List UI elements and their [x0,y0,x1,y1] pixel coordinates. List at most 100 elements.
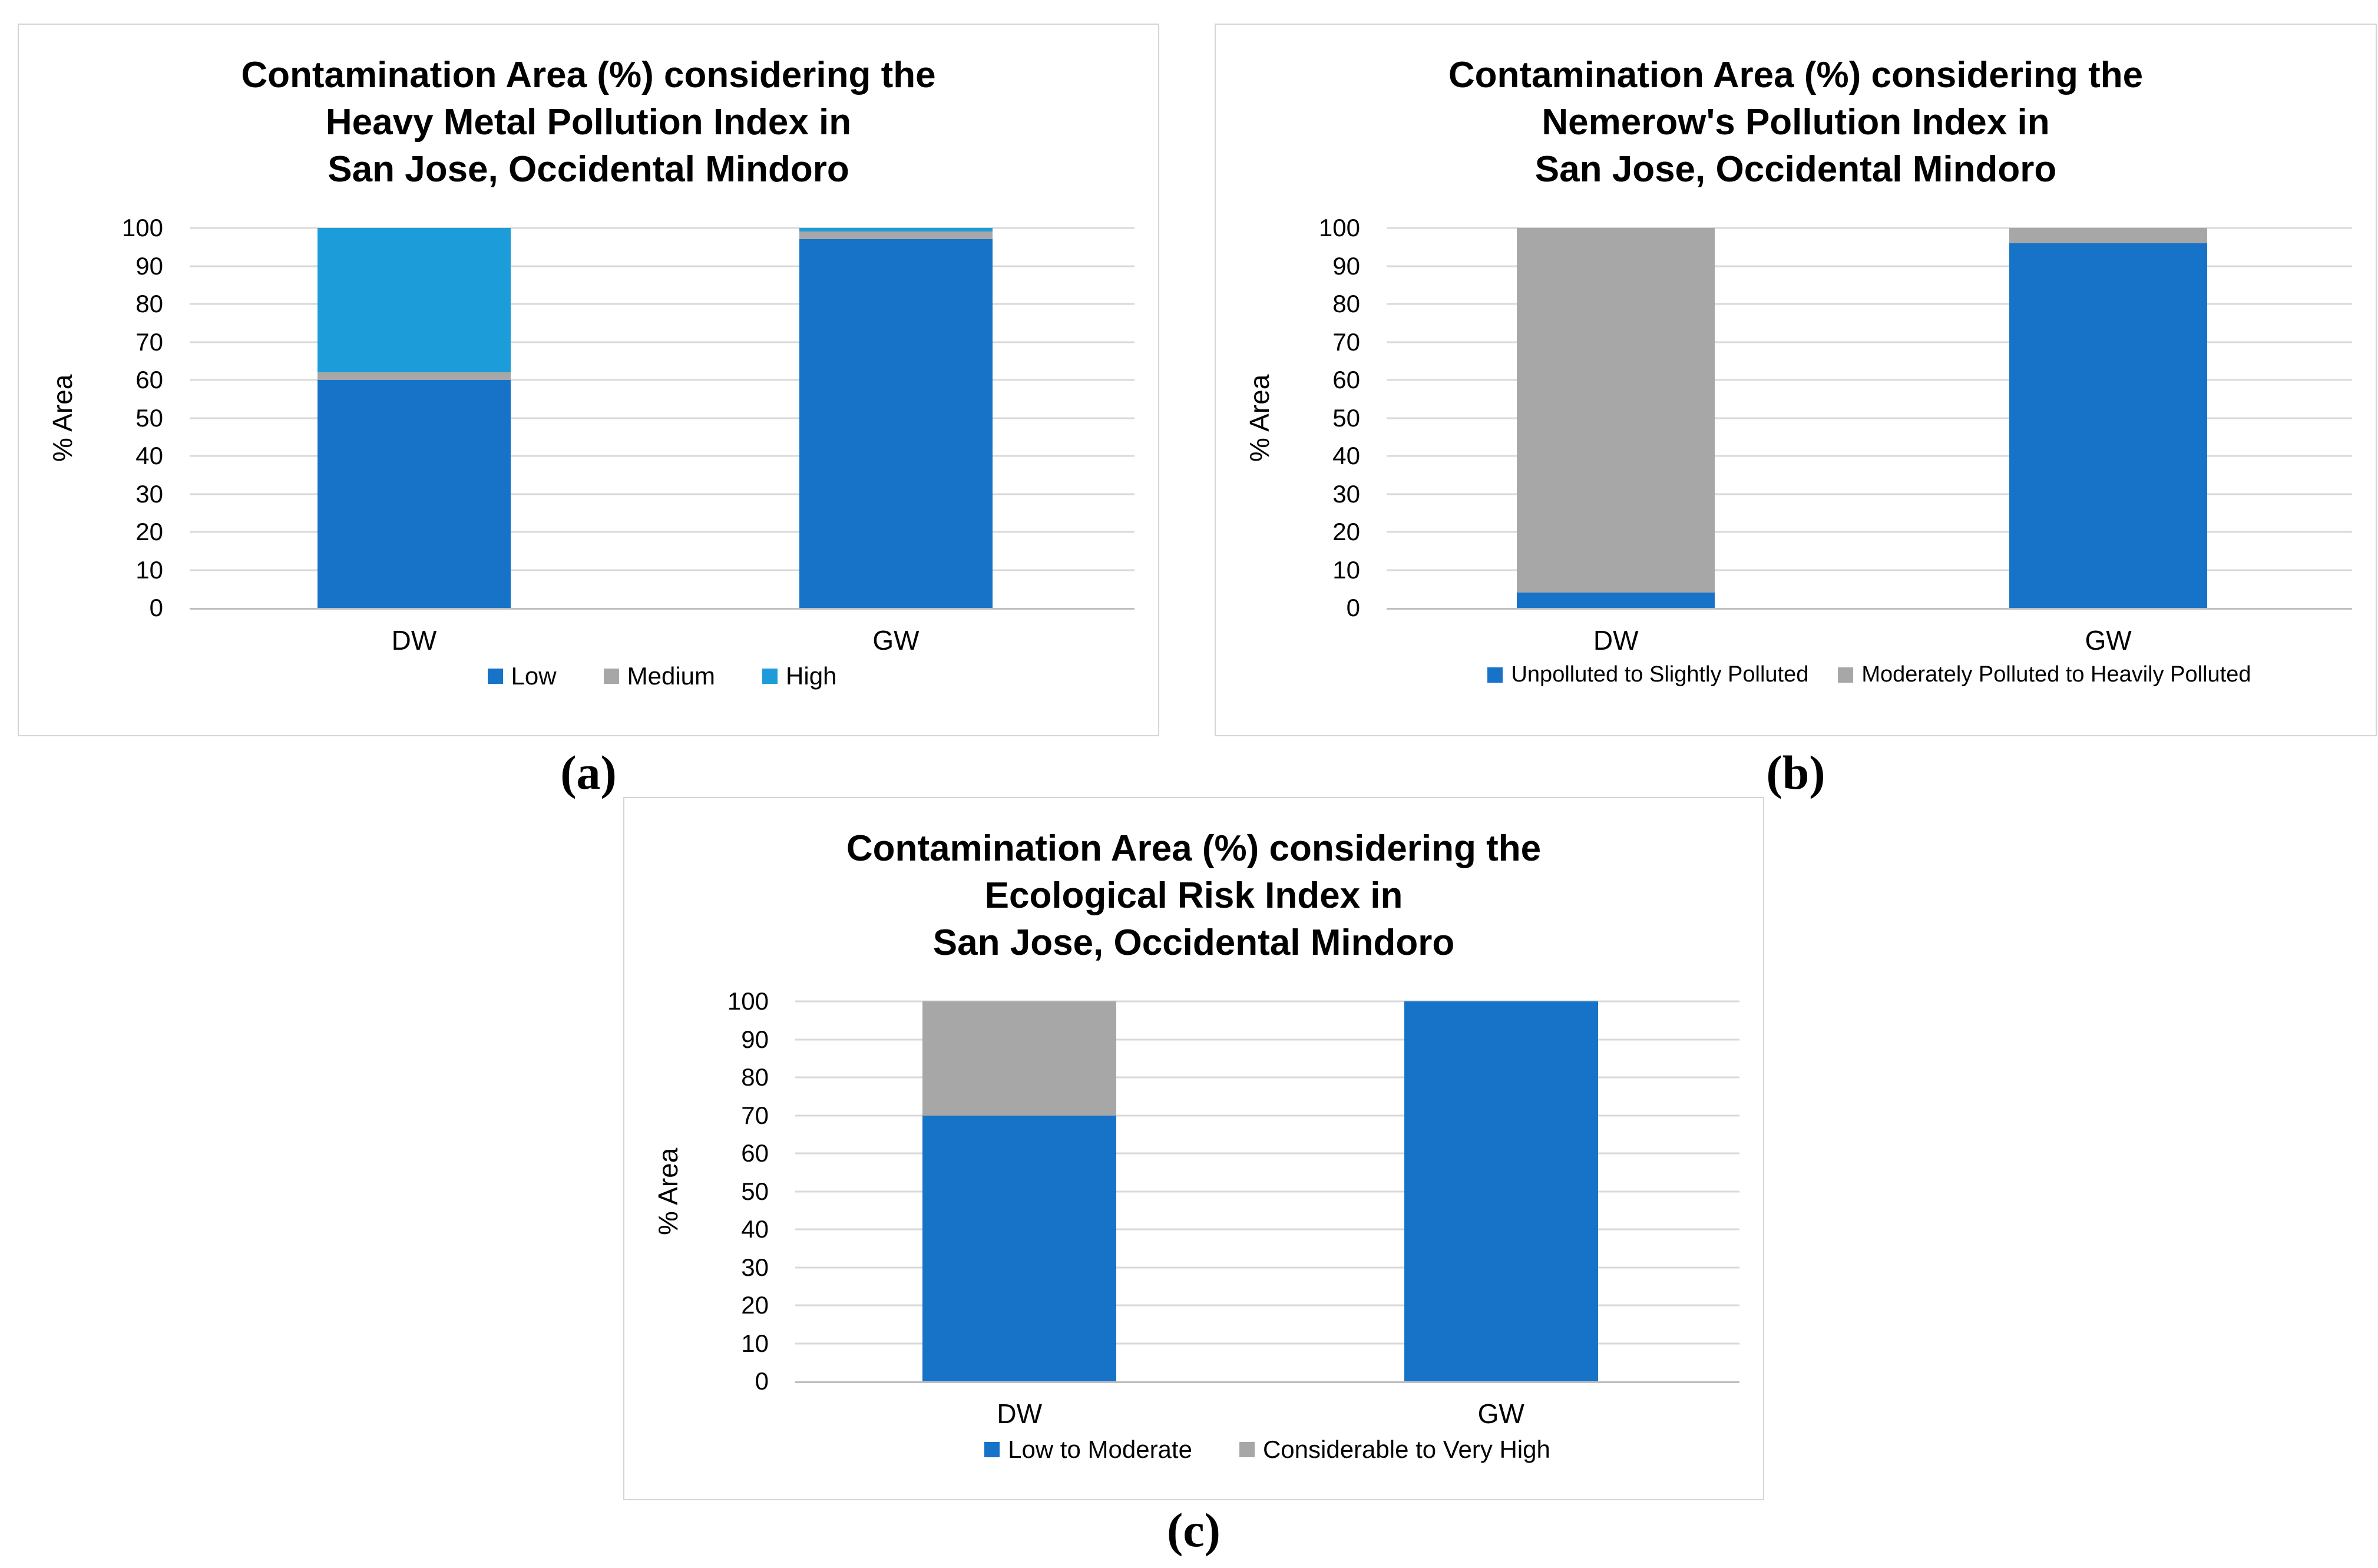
gridline [1387,531,2352,533]
y-tick-label: 40 [1332,442,1360,469]
plot-area: DW GW [795,1000,1739,1429]
gridline [1387,493,2352,495]
chart-title: Contamination Area (%) considering the H… [241,55,936,190]
y-tick-label: 30 [741,1253,769,1281]
y-tick-label: 40 [741,1215,769,1243]
chart-panel-heavy-metal-pollution-index: Contamination Area (%) considering the H… [18,24,1159,736]
gridline [795,1190,1739,1192]
chart-panel-ecological-risk-index: Contamination Area (%) considering the E… [623,797,1764,1500]
stacked-bar-gw [1404,1001,1598,1381]
y-tick-label: 60 [135,366,163,393]
chart-title: Contamination Area (%) considering the E… [846,828,1542,963]
gridline [1387,303,2352,305]
x-category-label: GW [1477,1398,1524,1429]
x-category-label: DW [391,625,437,656]
gridline [795,1228,1739,1230]
chart-legend: Unpolluted to Slightly Polluted Moderatel… [1387,662,2352,687]
gridline [190,303,1135,305]
y-tick-label: 50 [1332,403,1360,432]
gridline [190,265,1135,267]
legend-swatch [1838,667,1854,683]
y-tick-label: 10 [135,555,163,584]
y-axis-tick-labels: 0 10 20 30 40 50 60 70 80 90 100 [1216,214,1360,621]
y-tick-label: 20 [1332,518,1360,545]
gridline [190,455,1135,457]
legend-swatch [487,669,503,684]
chart-legend: Low Medium High [190,662,1135,690]
bar-segment [317,372,511,380]
x-category-label: DW [997,1398,1043,1429]
gridline [795,1000,1739,1003]
plot-area: DW GW [190,227,1135,656]
gridline [1387,227,2352,229]
plot-area: DW GW [1387,227,2352,656]
y-tick-label: 80 [1332,290,1360,317]
y-tick-label: 20 [741,1291,769,1319]
bar-segment [799,239,993,608]
gridline [795,1304,1739,1306]
legend-item: Low to Moderate [984,1435,1192,1464]
y-tick-label: 70 [741,1101,769,1129]
stacked-bar-dw [922,1001,1116,1381]
gridline [795,1114,1739,1116]
legend-item: Moderately Polluted to Heavily Polluted [1838,662,2251,687]
legend-swatch [762,669,778,684]
gridline [190,341,1135,343]
y-tick-label: 70 [1332,328,1360,356]
legend-label: Considerable to Very High [1262,1435,1550,1463]
legend-label: Low [511,662,557,690]
legend-label: Moderately Polluted to Heavily Polluted [1861,662,2251,687]
bar-segment [2009,243,2208,608]
x-category-label: GW [2085,625,2132,656]
bar-segment [1517,593,1715,608]
y-tick-label: 0 [149,594,163,621]
chart-title: Contamination Area (%) considering the N… [1448,55,2144,190]
gridline [1387,417,2352,419]
legend-label: Medium [627,662,716,690]
legend-swatch [1487,667,1503,683]
y-axis-tick-labels: 0 10 20 30 40 50 60 70 80 90 100 [19,214,163,621]
bar-segment [922,1001,1116,1116]
y-tick-label: 60 [741,1139,769,1167]
y-tick-label: 20 [135,518,163,545]
gridline [1387,455,2352,457]
y-tick-label: 100 [121,214,163,242]
subfigure-label-a: (a) [560,746,617,799]
legend-swatch [1239,1442,1255,1457]
y-tick-label: 10 [741,1329,769,1357]
subfigure-label-b: (b) [1766,746,1825,799]
legend-label: Unpolluted to Slightly Polluted [1511,662,1809,687]
y-tick-label: 0 [755,1367,769,1395]
stacked-bar-gw [799,228,993,608]
x-category-label: GW [872,625,920,656]
gridline [190,493,1135,495]
gridline [795,1038,1739,1040]
x-category-label: DW [1593,625,1639,656]
legend-item: Low [487,662,557,690]
chart-legend: Low to Moderate Considerable to Very High [795,1435,1739,1464]
y-tick-label: 10 [1332,555,1360,584]
y-tick-label: 70 [135,328,163,356]
bar-segment [1517,228,1715,593]
gridline [1387,379,2352,381]
y-tick-label: 30 [1332,479,1360,508]
stacked-bar-dw [317,228,511,608]
legend-label: High [786,662,837,690]
bar-segment [317,228,511,373]
gridline [795,1152,1739,1155]
y-tick-label: 0 [1346,594,1360,621]
y-tick-label: 30 [135,479,163,508]
subfigure-label-c: (c) [1166,1503,1221,1557]
y-tick-label: 80 [741,1063,769,1091]
y-tick-label: 90 [135,252,163,280]
bar-segment [799,228,993,232]
gridline [1387,569,2352,571]
legend-item: High [762,662,836,690]
gridline [190,531,1135,533]
legend-swatch [984,1442,1000,1457]
legend-label: Low to Moderate [1008,1435,1192,1463]
bar-segment [1404,1001,1598,1381]
legend-item: Considerable to Very High [1239,1435,1550,1464]
gridline [190,227,1135,229]
